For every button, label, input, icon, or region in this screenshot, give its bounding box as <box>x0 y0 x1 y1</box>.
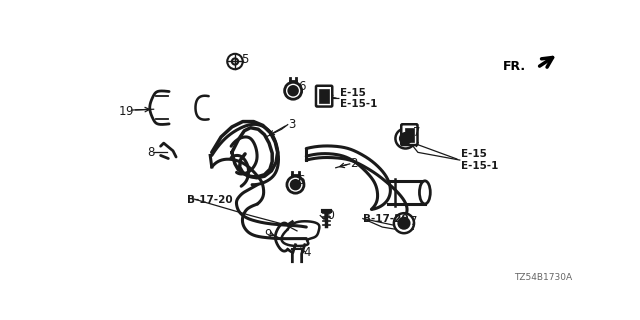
Ellipse shape <box>419 181 430 204</box>
Text: 7: 7 <box>410 215 418 228</box>
Circle shape <box>285 82 301 99</box>
Circle shape <box>289 86 298 95</box>
Text: E-15
E-15-1: E-15 E-15-1 <box>461 149 499 171</box>
Text: 4: 4 <box>303 246 310 259</box>
Bar <box>404 128 414 141</box>
Text: B-17-20: B-17-20 <box>187 195 232 205</box>
Text: 9: 9 <box>265 228 272 241</box>
Circle shape <box>232 59 238 65</box>
Bar <box>319 89 329 103</box>
Circle shape <box>396 129 415 148</box>
Circle shape <box>394 213 414 233</box>
Text: 6: 6 <box>298 80 306 92</box>
FancyBboxPatch shape <box>316 86 332 107</box>
Text: TZ54B1730A: TZ54B1730A <box>514 273 572 282</box>
Text: 6: 6 <box>297 174 305 187</box>
Text: 5: 5 <box>241 53 248 67</box>
Text: 10: 10 <box>320 209 335 222</box>
Text: E-15
E-15-1: E-15 E-15-1 <box>340 88 378 109</box>
Circle shape <box>287 176 304 193</box>
Text: 3: 3 <box>288 118 295 131</box>
Text: 9: 9 <box>125 105 132 118</box>
Text: B-17-20: B-17-20 <box>363 213 408 224</box>
Text: 1: 1 <box>119 105 127 118</box>
FancyBboxPatch shape <box>401 124 417 145</box>
Text: FR.: FR. <box>503 60 527 73</box>
Circle shape <box>227 54 243 69</box>
Circle shape <box>291 180 300 189</box>
Text: 8: 8 <box>147 146 154 159</box>
Text: 7: 7 <box>413 126 420 139</box>
Circle shape <box>399 218 410 229</box>
Circle shape <box>400 133 411 144</box>
Text: 2: 2 <box>349 157 357 171</box>
